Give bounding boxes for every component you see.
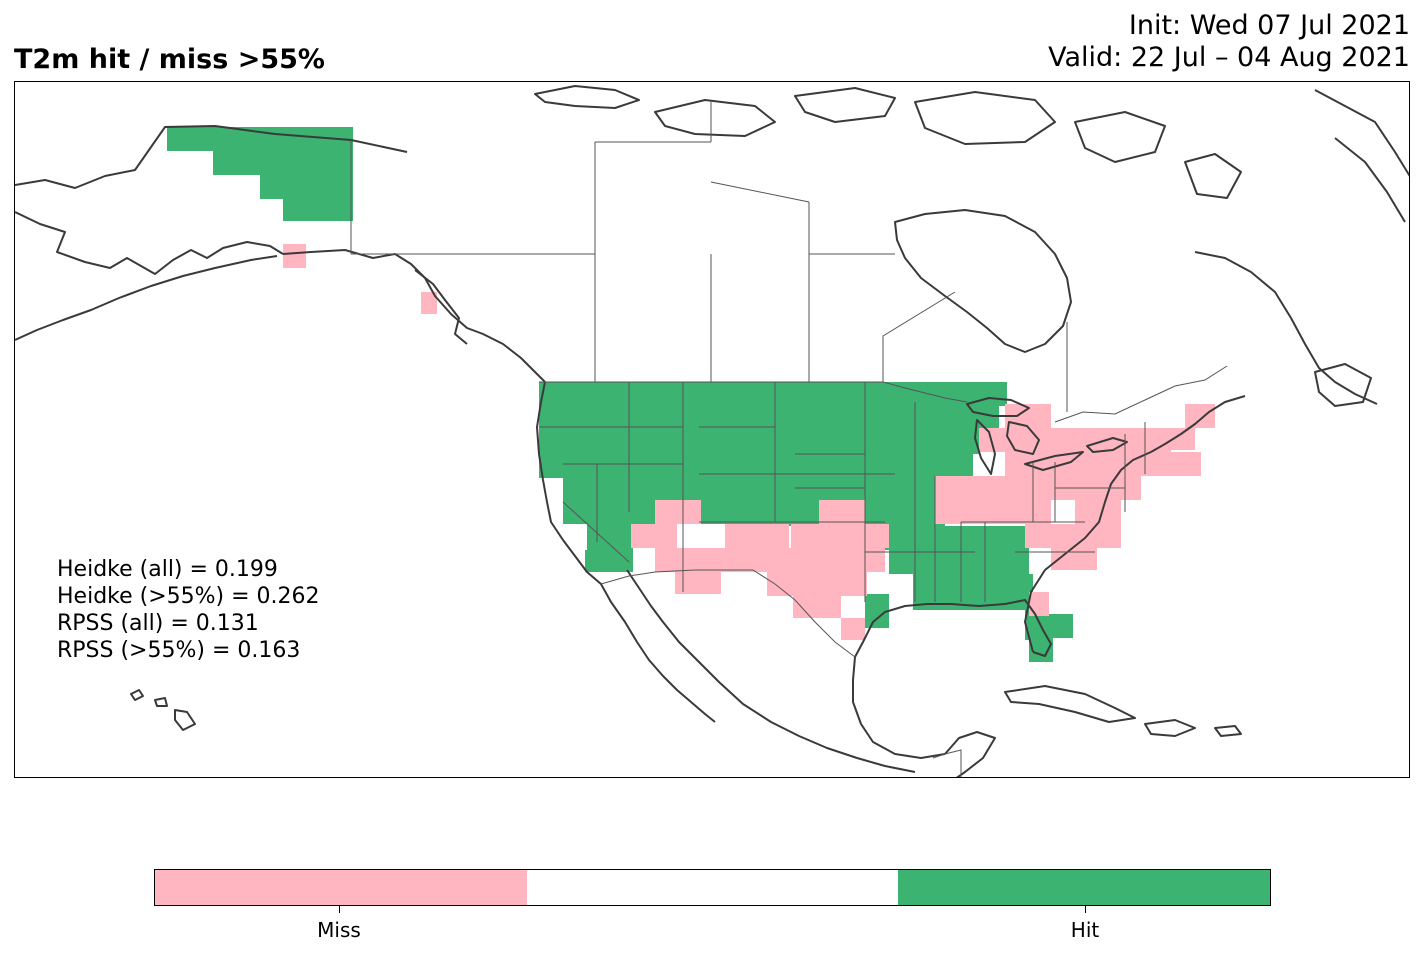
heidke-all: Heidke (all) = 0.199	[57, 557, 278, 582]
miss-cell	[1185, 404, 1215, 428]
miss-cell	[1025, 524, 1121, 548]
rpss-all: RPSS (all) = 0.131	[57, 611, 259, 636]
colorbar-miss-segment	[155, 870, 527, 905]
hit-cell	[539, 406, 999, 430]
miss-cell	[283, 244, 306, 268]
miss-cell	[791, 524, 889, 548]
hit-cell	[167, 127, 353, 151]
coastlines	[15, 85, 1409, 777]
miss-cell	[979, 428, 1075, 452]
colorbar-tick-miss	[339, 906, 340, 913]
miss-cell	[1051, 548, 1097, 570]
miss-cell	[935, 500, 1051, 524]
miss-cell	[1171, 428, 1195, 450]
miss-cell	[725, 524, 789, 548]
colorbar	[154, 869, 1271, 906]
hit-cell	[585, 550, 633, 572]
hit-cell	[889, 526, 1029, 550]
colorbar-tick-hit	[1085, 906, 1086, 913]
hit-cell	[609, 524, 633, 548]
miss-cell	[819, 500, 865, 524]
grid-cells	[167, 127, 1215, 662]
miss-cell	[421, 292, 437, 314]
miss-cell	[1141, 452, 1191, 476]
hit-cell	[1049, 614, 1073, 638]
colorbar-hit-segment	[898, 870, 1271, 905]
miss-cell	[675, 572, 721, 594]
colorbar-label-hit: Hit	[1070, 918, 1100, 942]
miss-cell	[655, 500, 701, 524]
miss-cell	[631, 524, 677, 548]
miss-cell	[841, 618, 865, 640]
heidke-55: Heidke (>55%) = 0.262	[57, 584, 320, 609]
skill-scores: Heidke (all) = 0.199 Heidke (>55%) = 0.2…	[57, 556, 320, 664]
forecast-dates: Init: Wed 07 Jul 2021 Valid: 22 Jul – 04…	[1048, 10, 1410, 74]
map-canvas	[15, 85, 1409, 777]
hit-cell	[539, 382, 1007, 406]
valid-period: Valid: 22 Jul – 04 Aug 2021	[1048, 42, 1410, 73]
miss-cell	[767, 572, 867, 596]
rpss-55: RPSS (>55%) = 0.163	[57, 638, 301, 663]
political-borders	[350, 102, 1228, 777]
hit-cell	[213, 151, 353, 175]
init-date: Init: Wed 07 Jul 2021	[1128, 10, 1410, 41]
hit-cell	[283, 199, 353, 221]
miss-cell	[1029, 592, 1049, 616]
hit-cell	[913, 598, 1033, 610]
miss-cell	[793, 596, 841, 618]
map-title: T2m hit / miss >55%	[14, 44, 325, 75]
hit-cell	[539, 430, 979, 454]
hit-cell	[889, 550, 1029, 574]
map-panel	[14, 81, 1410, 778]
miss-cell	[935, 476, 981, 500]
colorbar-neutral-segment	[526, 870, 899, 905]
colorbar-label-miss: Miss	[317, 918, 361, 942]
hit-cell	[563, 478, 969, 502]
miss-cell	[655, 548, 885, 572]
miss-cell	[1075, 500, 1121, 524]
hit-cell	[913, 574, 1033, 598]
hit-cell	[260, 175, 353, 199]
